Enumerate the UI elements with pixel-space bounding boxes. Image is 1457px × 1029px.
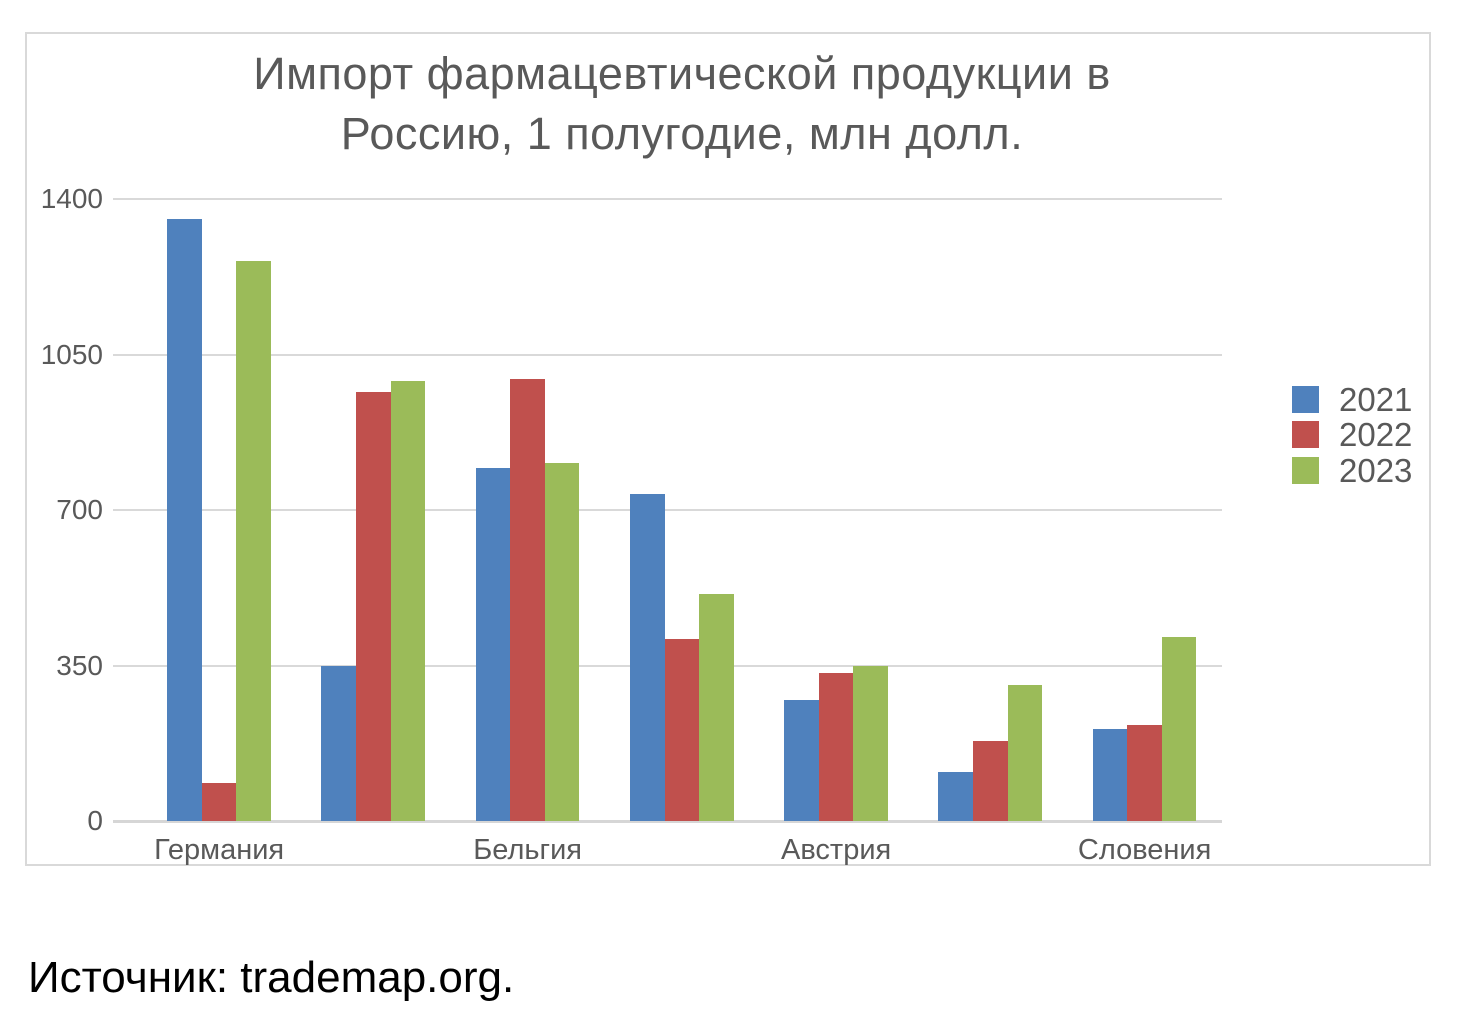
bar-2021-Австрия bbox=[784, 700, 819, 821]
chart-title-line2: Россию, 1 полугодие, млн долл. bbox=[340, 108, 1024, 159]
bar-2023-group6 bbox=[1007, 684, 1043, 821]
y-tick-label-1050: 1050 bbox=[40, 338, 103, 370]
legend-label-2021: 2021 bbox=[1339, 380, 1413, 418]
bar-2023-Бельгия bbox=[544, 463, 580, 821]
bar-2022-group2 bbox=[356, 392, 391, 821]
category-label-Бельгия: Бельгия bbox=[473, 834, 582, 866]
gridline-0 bbox=[113, 820, 1222, 823]
bar-2021-group4 bbox=[629, 494, 665, 821]
bar-2021-Словения bbox=[1092, 728, 1128, 821]
legend-swatch-2022 bbox=[1292, 421, 1319, 448]
bar-2021-Германия bbox=[167, 218, 202, 821]
category-label-Германия: Германия bbox=[154, 834, 285, 866]
bar-2022-group4 bbox=[664, 638, 700, 821]
legend-row-2022: 2022 bbox=[1292, 416, 1413, 453]
bar-2022-Бельгия bbox=[510, 378, 545, 821]
legend-swatch-2021 bbox=[1292, 385, 1319, 413]
bar-2021-group6 bbox=[938, 772, 974, 821]
bar-2022-Германия bbox=[201, 783, 237, 821]
legend-row-2023: 2023 bbox=[1292, 451, 1413, 489]
bar-2023-Германия bbox=[236, 261, 271, 821]
chart-title-line1: Импорт фармацевтической продукции в bbox=[253, 48, 1111, 99]
bar-2022-group6 bbox=[973, 741, 1008, 821]
y-tick-label-1400: 1400 bbox=[40, 183, 103, 214]
chart-frame: Импорт фармацевтической продукции в Росс… bbox=[25, 32, 1431, 866]
gridline-700 bbox=[113, 509, 1222, 511]
category-label-Австрия: Австрия bbox=[781, 834, 892, 866]
gridline-1050 bbox=[113, 353, 1222, 356]
legend-label-2022: 2022 bbox=[1339, 416, 1413, 453]
legend-swatch-2023 bbox=[1292, 456, 1319, 484]
legend-label-2023: 2023 bbox=[1339, 451, 1413, 489]
y-tick-label-350: 350 bbox=[56, 649, 103, 681]
chart-title: Импорт фармацевтической продукции в Росс… bbox=[62, 44, 1302, 164]
bar-2023-Словения bbox=[1161, 637, 1197, 821]
bar-2021-Бельгия bbox=[475, 467, 511, 821]
bar-2021-group2 bbox=[321, 665, 357, 821]
bar-2023-group2 bbox=[390, 381, 426, 821]
bar-2022-Словения bbox=[1127, 724, 1162, 821]
y-tick-label-0: 0 bbox=[87, 805, 103, 836]
bar-2023-Австрия bbox=[853, 665, 888, 821]
legend-row-2021: 2021 bbox=[1292, 380, 1413, 418]
category-label-Словения: Словения bbox=[1077, 834, 1212, 866]
bar-2023-group4 bbox=[699, 594, 734, 821]
y-tick-label-700: 700 bbox=[56, 494, 103, 525]
gridline-1400 bbox=[113, 198, 1222, 200]
source-caption: Источник: trademap.org. bbox=[28, 953, 515, 1002]
bar-2022-Австрия bbox=[818, 673, 854, 821]
